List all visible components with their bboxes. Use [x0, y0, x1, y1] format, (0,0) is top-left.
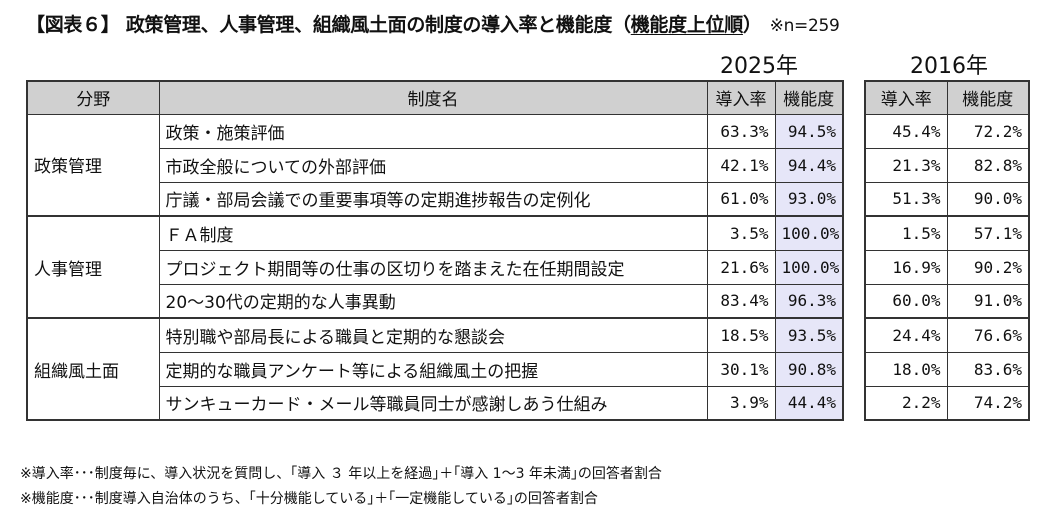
adoption-value: 3.5%	[706, 215, 776, 251]
header-system: 制度名	[158, 80, 708, 115]
header-field: 分野	[26, 80, 160, 115]
table-row: プロジェクト期間等の仕事の区切りを踏まえた在任期間設定 21.6% 100.0%	[27, 249, 844, 285]
table-row: 組織風土面 特別職や部局長による職員と定期的な懇談会 18.5% 93.5%	[26, 317, 844, 421]
adoption-value: 63.3%	[706, 113, 776, 149]
adoption-value: 30.1%	[706, 351, 776, 387]
adoption-value: 18.5%	[706, 317, 776, 353]
header-adoption-2025: 導入率	[706, 80, 776, 115]
table-row: 51.3% 90.0%	[864, 181, 1030, 217]
table-header-row: 分野 制度名 導入率 機能度	[26, 80, 844, 115]
function-value: 94.5%	[774, 113, 844, 149]
adoption-value: 83.4%	[706, 283, 776, 319]
footnotes: ※導入率･･･制度毎に、導入状況を質問し、｢導入 ３ 年以上を経過｣＋｢導入 1…	[20, 462, 662, 512]
function-value: 96.3%	[774, 283, 844, 319]
figure-title: 【図表６】 政策管理、人事管理、組織風土面の制度の導入率と機能度（機能度上位順）…	[26, 10, 840, 37]
function-value: 76.6%	[946, 317, 1030, 353]
system-name: 20～30代の定期的な人事異動	[158, 283, 708, 319]
table-row: 60.0% 91.0%	[864, 283, 1030, 319]
function-value: 74.2%	[946, 385, 1030, 421]
function-value: 93.5%	[774, 317, 844, 353]
adoption-value: 60.0%	[864, 283, 948, 319]
system-name: ＦＡ制度	[158, 215, 708, 251]
table-row: 庁議・部局会議での重要事項等の定期進捗報告の定例化 61.0% 93.0%	[27, 181, 844, 217]
function-value: 93.0%	[774, 181, 844, 217]
adoption-value: 3.9%	[706, 385, 776, 421]
footnote-function: ※機能度･･･制度導入自治体のうち、｢十分機能している｣＋｢一定機能している｣の…	[20, 491, 598, 507]
system-name: 政策・施策評価	[158, 113, 708, 149]
sample-size: ※n=259	[769, 16, 840, 36]
table-row: 21.3% 82.8%	[864, 147, 1030, 183]
function-value: 100.0%	[774, 249, 844, 285]
table-row: 定期的な職員アンケート等による組織風土の把握 30.1% 90.8%	[27, 351, 844, 387]
adoption-value: 1.5%	[864, 215, 948, 251]
table-row: サンキューカード・メール等職員同士が感謝しあう仕組み 3.9% 44.4%	[27, 385, 844, 421]
adoption-value: 21.6%	[706, 249, 776, 285]
table-row: 人事管理 ＦＡ制度 3.5% 100.0%	[26, 215, 844, 319]
adoption-value: 16.9%	[864, 249, 948, 285]
table-row: 18.0% 83.6%	[864, 351, 1030, 387]
function-value: 94.4%	[774, 147, 844, 183]
table-row: 45.4% 72.2%	[864, 113, 1030, 149]
function-value: 100.0%	[774, 215, 844, 251]
footnote-adoption: ※導入率･･･制度毎に、導入状況を質問し、｢導入 ３ 年以上を経過｣＋｢導入 1…	[20, 466, 662, 482]
adoption-value: 42.1%	[706, 147, 776, 183]
table-row: 市政全般についての外部評価 42.1% 94.4%	[27, 147, 844, 183]
category-cell: 人事管理	[26, 215, 160, 319]
function-value: 44.4%	[774, 385, 844, 421]
table-row: 16.9% 90.2%	[864, 249, 1030, 285]
title-sort-order: 機能度上位順	[630, 14, 744, 36]
adoption-value: 61.0%	[706, 181, 776, 217]
table-row: 2.2% 74.2%	[864, 385, 1030, 421]
category-cell: 政策管理	[26, 113, 160, 217]
year-2016-label: 2016年	[910, 54, 988, 79]
system-name: 定期的な職員アンケート等による組織風土の把握	[158, 351, 708, 387]
function-value: 72.2%	[946, 113, 1030, 149]
title-prefix: 【図表６】 政策管理、人事管理、組織風土面の制度の導入率と機能度（	[26, 14, 631, 36]
table-row: 20～30代の定期的な人事異動 83.4% 96.3%	[27, 283, 844, 319]
adoption-value: 21.3%	[864, 147, 948, 183]
function-value: 90.8%	[774, 351, 844, 387]
adoption-value: 24.4%	[864, 317, 948, 353]
header-function-2016: 機能度	[946, 80, 1030, 115]
function-value: 57.1%	[946, 215, 1030, 251]
table-row: 政策管理 政策・施策評価 63.3% 94.5%	[26, 113, 844, 217]
table-row: 24.4% 76.6%	[864, 317, 1030, 353]
category-cell: 組織風土面	[26, 317, 160, 421]
table-header-row: 導入率 機能度	[864, 80, 1030, 115]
adoption-value: 2.2%	[864, 385, 948, 421]
adoption-value: 45.4%	[864, 113, 948, 149]
header-adoption-2016: 導入率	[864, 80, 948, 115]
function-value: 83.6%	[946, 351, 1030, 387]
title-suffix: ）	[742, 14, 762, 36]
system-name: 市政全般についての外部評価	[158, 147, 708, 183]
system-name: 庁議・部局会議での重要事項等の定期進捗報告の定例化	[158, 181, 708, 217]
header-function-2025: 機能度	[774, 80, 844, 115]
function-value: 91.0%	[946, 283, 1030, 319]
function-value: 90.0%	[946, 181, 1030, 217]
system-name: 特別職や部局長による職員と定期的な懇談会	[158, 317, 708, 353]
table-2025: 分野 制度名 導入率 機能度 政策管理 政策・施策評価 63.3% 94.5% …	[26, 80, 844, 421]
system-name: サンキューカード・メール等職員同士が感謝しあう仕組み	[158, 385, 708, 421]
system-name: プロジェクト期間等の仕事の区切りを踏まえた在任期間設定	[158, 249, 708, 285]
function-value: 82.8%	[946, 147, 1030, 183]
adoption-value: 51.3%	[864, 181, 948, 217]
function-value: 90.2%	[946, 249, 1030, 285]
adoption-value: 18.0%	[864, 351, 948, 387]
table-row: 1.5% 57.1%	[864, 215, 1030, 251]
year-2025-label: 2025年	[720, 54, 798, 79]
table-2016: 導入率 機能度 45.4% 72.2% 21.3% 82.8% 51.3% 90…	[864, 80, 1030, 421]
